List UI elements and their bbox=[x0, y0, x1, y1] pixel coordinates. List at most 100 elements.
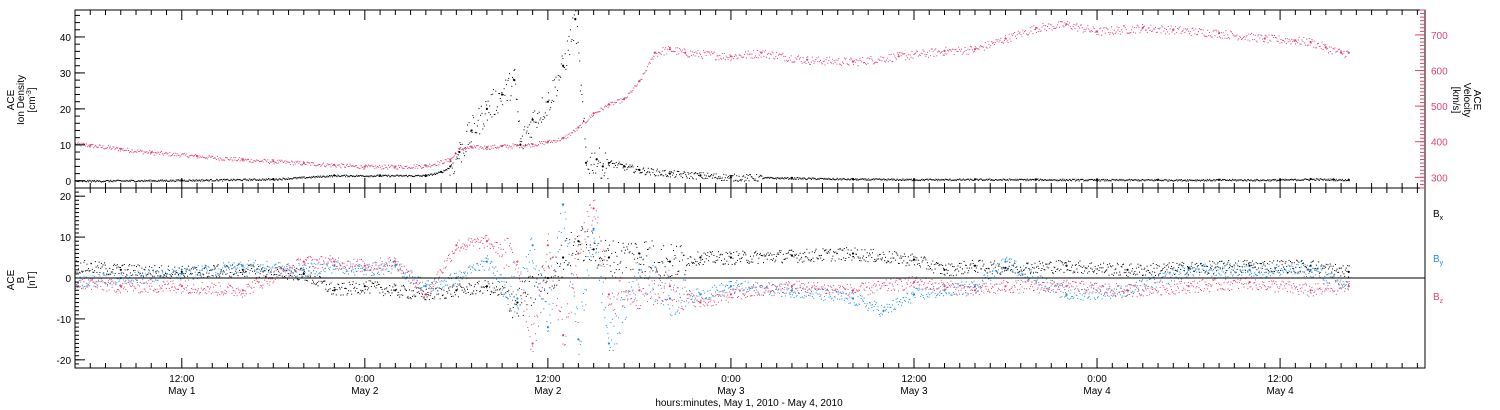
velocity-sample bbox=[431, 164, 433, 166]
density-sample bbox=[850, 178, 852, 180]
velocity-sample bbox=[350, 165, 352, 167]
velocity-sample bbox=[202, 155, 204, 157]
density-sample bbox=[531, 117, 533, 119]
by-point bbox=[546, 326, 550, 329]
bx-sample bbox=[152, 275, 153, 277]
density-sample bbox=[107, 180, 109, 182]
bx-sample bbox=[478, 280, 480, 282]
density-sample bbox=[521, 141, 523, 143]
density-sample bbox=[602, 169, 603, 171]
bx-sample bbox=[1156, 267, 1158, 269]
velocity-sample bbox=[1180, 32, 1182, 34]
density-sample bbox=[445, 169, 447, 170]
bx-sample bbox=[273, 274, 275, 276]
bx-sample bbox=[209, 270, 211, 271]
bx-sample bbox=[859, 260, 861, 262]
bx-sample bbox=[505, 292, 507, 294]
density-sample bbox=[264, 179, 266, 181]
density-sample bbox=[1205, 179, 1207, 181]
bx-sample bbox=[1201, 264, 1203, 266]
bx-sample bbox=[627, 248, 629, 250]
velocity-sample bbox=[799, 58, 800, 60]
bx-sample bbox=[322, 280, 324, 282]
bx-sample bbox=[470, 293, 472, 295]
bx-sample bbox=[639, 256, 641, 258]
density-sample bbox=[1093, 180, 1095, 181]
density-sample bbox=[670, 171, 672, 172]
velocity-sample bbox=[885, 59, 887, 61]
velocity-sample bbox=[1273, 37, 1275, 38]
bx-sample bbox=[1181, 261, 1183, 263]
density-sample bbox=[812, 177, 814, 179]
bx-sample bbox=[615, 269, 617, 271]
velocity-sample bbox=[700, 54, 702, 55]
velocity-sample bbox=[652, 58, 654, 60]
density-sample bbox=[859, 178, 861, 180]
density-sample bbox=[339, 176, 341, 178]
bx-sample bbox=[798, 254, 800, 256]
bx-sample bbox=[808, 252, 810, 254]
bx-sample bbox=[1096, 273, 1098, 275]
bx-sample bbox=[245, 271, 247, 273]
velocity-sample bbox=[1244, 38, 1246, 40]
velocity-sample bbox=[583, 121, 585, 123]
density-sample bbox=[393, 175, 395, 177]
bx-sample bbox=[714, 261, 716, 263]
velocity-sample bbox=[335, 166, 337, 168]
velocity-sample bbox=[76, 143, 78, 145]
velocity-sample bbox=[793, 61, 795, 63]
density-sample bbox=[778, 177, 780, 179]
bx-sample bbox=[706, 255, 708, 256]
density-sample bbox=[554, 79, 555, 81]
bx-sample bbox=[843, 257, 845, 259]
velocity-sample bbox=[399, 166, 400, 168]
velocity-point bbox=[485, 146, 488, 149]
velocity-sample bbox=[518, 147, 520, 149]
density-sample bbox=[586, 160, 588, 162]
velocity-sample bbox=[794, 61, 796, 63]
bx-sample bbox=[1169, 271, 1171, 273]
density-sample bbox=[696, 173, 698, 175]
velocity-sample bbox=[498, 146, 500, 148]
density-sample bbox=[111, 180, 113, 182]
bx-sample bbox=[962, 268, 963, 270]
bx-sample bbox=[1105, 270, 1107, 272]
bx-sample bbox=[667, 261, 669, 262]
density-sample bbox=[314, 177, 316, 179]
bx-sample bbox=[1010, 269, 1012, 270]
velocity-sample bbox=[319, 164, 321, 165]
density-sample bbox=[677, 171, 679, 173]
bx-sample bbox=[476, 281, 478, 283]
velocity-sample bbox=[454, 153, 456, 155]
density-sample bbox=[210, 178, 212, 180]
density-sample bbox=[318, 176, 320, 178]
bx-sample bbox=[87, 269, 89, 271]
bx-sample bbox=[909, 259, 911, 261]
density-sample bbox=[105, 180, 107, 182]
density-sample bbox=[1076, 179, 1078, 181]
density-sample bbox=[715, 173, 717, 175]
density-sample bbox=[1100, 179, 1102, 181]
bx-sample bbox=[248, 264, 250, 266]
velocity-sample bbox=[1198, 31, 1199, 33]
bx-sample bbox=[460, 285, 462, 287]
density-sample bbox=[1028, 179, 1030, 181]
bx-sample bbox=[486, 290, 488, 292]
density-sample bbox=[422, 174, 424, 176]
bx-sample bbox=[251, 268, 253, 269]
density-sample bbox=[1326, 178, 1328, 180]
density-sample bbox=[1136, 179, 1138, 181]
density-sample bbox=[380, 175, 382, 177]
velocity-sample bbox=[1093, 28, 1095, 30]
velocity-sample bbox=[896, 52, 898, 54]
velocity-sample bbox=[576, 129, 578, 131]
density-sample bbox=[625, 163, 627, 165]
bx-sample bbox=[862, 257, 864, 259]
bx-sample bbox=[196, 269, 198, 271]
density-sample bbox=[329, 176, 331, 178]
bx-sample bbox=[672, 265, 674, 267]
density-sample bbox=[982, 179, 984, 181]
density-sample bbox=[396, 174, 398, 176]
density-sample bbox=[223, 179, 224, 180]
density-sample bbox=[142, 180, 144, 182]
